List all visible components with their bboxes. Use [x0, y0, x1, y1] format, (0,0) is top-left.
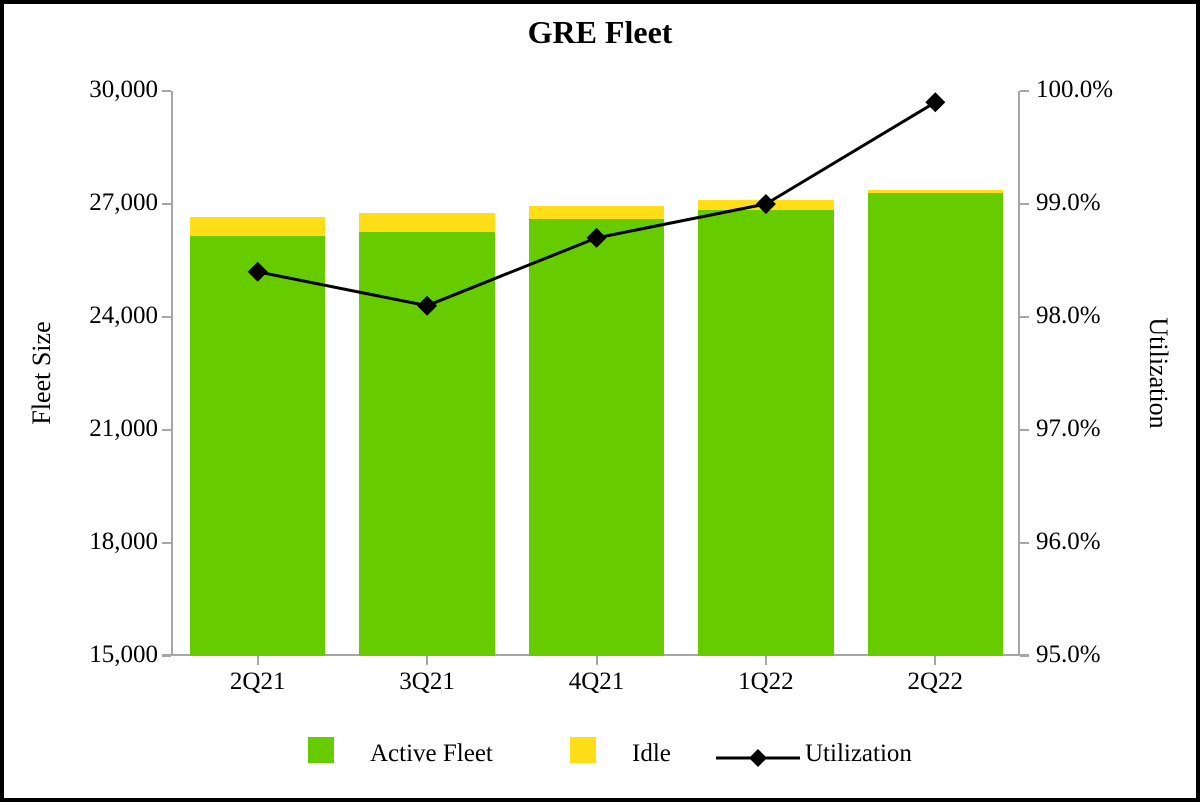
y-left-axis-line: [171, 91, 173, 656]
y-left-tick: [162, 542, 171, 544]
y-right-tick: [1020, 90, 1029, 92]
y-right-tick-label: 100.0%: [1036, 76, 1114, 103]
utilization-marker-2Q22: [925, 92, 946, 113]
bar-active-fleet-2Q22: [867, 192, 1004, 656]
y-right-tick-label: 97.0%: [1036, 415, 1101, 442]
x-axis-tick: [934, 656, 937, 665]
y-left-tick-label: 27,000: [89, 189, 158, 216]
y-right-tick-label: 96.0%: [1036, 528, 1101, 555]
x-axis-category-label: 3Q21: [399, 668, 455, 695]
y-right-tick: [1020, 542, 1029, 544]
y-left-tick: [162, 429, 171, 431]
legend-label-idle: Idle: [632, 740, 671, 767]
y-left-tick: [162, 203, 171, 205]
y-right-axis-title: Utilization: [1144, 317, 1173, 429]
legend-utilization-marker-icon: [716, 749, 800, 767]
x-axis-tick: [764, 656, 767, 665]
x-axis-category-label: 1Q22: [738, 668, 794, 695]
legend-label-active-fleet: Active Fleet: [370, 740, 493, 767]
y-left-tick: [162, 90, 171, 92]
chart-title: GRE Fleet: [527, 14, 673, 50]
x-axis-tick: [595, 656, 598, 665]
y-right-tick: [1020, 316, 1029, 318]
y-right-tick-label: 98.0%: [1036, 302, 1101, 329]
bar-idle-2Q21: [189, 217, 326, 236]
bar-active-fleet-2Q21: [189, 236, 326, 656]
y-right-axis-line: [1018, 91, 1020, 656]
y-left-tick-label: 30,000: [89, 76, 158, 103]
bar-active-fleet-3Q21: [359, 232, 495, 656]
bar-idle-4Q21: [528, 205, 665, 220]
x-axis-category-label: 4Q21: [568, 668, 625, 695]
bar-active-fleet-4Q21: [528, 219, 665, 656]
y-left-tick-label: 15,000: [89, 641, 158, 668]
bar-active-fleet-1Q22: [698, 209, 834, 656]
legend-swatch-idle: [570, 737, 596, 763]
x-axis-tick: [426, 656, 429, 665]
y-right-tick-label: 95.0%: [1036, 641, 1101, 668]
bar-idle-1Q22: [698, 200, 834, 210]
bar-idle-2Q22: [867, 189, 1004, 193]
legend-label-utilization: Utilization: [805, 740, 912, 767]
y-right-tick: [1020, 655, 1029, 657]
x-axis-tick: [256, 656, 259, 665]
y-left-tick-label: 24,000: [89, 302, 158, 329]
y-left-tick-label: 21,000: [89, 415, 158, 442]
y-right-tick: [1020, 429, 1029, 431]
legend-swatch-active-fleet: [308, 737, 334, 763]
x-axis-category-label: 2Q21: [229, 668, 286, 695]
x-axis-category-label: 2Q22: [907, 668, 964, 695]
bar-idle-3Q21: [359, 213, 495, 233]
y-left-tick: [162, 316, 171, 318]
y-left-tick-label: 18,000: [89, 528, 158, 555]
y-left-tick: [162, 655, 171, 657]
y-right-tick: [1020, 203, 1029, 205]
y-right-tick-label: 99.0%: [1036, 189, 1101, 216]
